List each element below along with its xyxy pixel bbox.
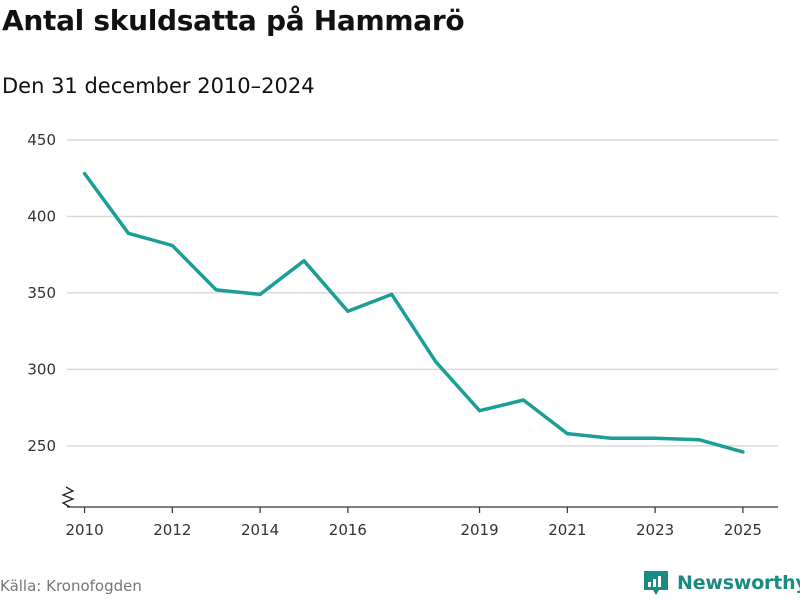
- data-point: [170, 244, 174, 248]
- brand-logo: Newsworthy: [643, 570, 800, 596]
- series-line: [82, 171, 745, 454]
- line-chart: 250 300 350 400 450 2010 2012 2014 2016 2019 2021 2…: [27, 131, 778, 539]
- data-point: [478, 409, 482, 413]
- y-tick-label: 300: [27, 360, 56, 378]
- data-point: [390, 292, 394, 296]
- data-point: [653, 436, 657, 440]
- axis-break-icon: [61, 486, 75, 508]
- data-point: [521, 398, 525, 402]
- x-tick-label: 2025: [724, 521, 762, 539]
- data-point: [741, 450, 745, 454]
- x-tick-label: 2012: [153, 521, 191, 539]
- y-tick-label: 450: [27, 131, 56, 149]
- data-point: [83, 172, 87, 176]
- x-tick-label: 2023: [636, 521, 674, 539]
- y-tick-label: 250: [27, 437, 56, 455]
- data-point: [258, 292, 262, 296]
- data-point: [302, 259, 306, 263]
- data-point: [565, 432, 569, 436]
- x-tick-label: 2014: [241, 521, 279, 539]
- x-tick-label: 2019: [460, 521, 498, 539]
- brand-name: Newsworthy: [677, 572, 800, 594]
- y-tick-label: 350: [27, 284, 56, 302]
- data-point: [697, 438, 701, 442]
- data-point: [434, 360, 438, 364]
- data-point: [346, 309, 350, 313]
- chart-subtitle: Den 31 december 2010–2024: [2, 74, 315, 98]
- newsworthy-logo-icon: [644, 571, 668, 595]
- data-point: [214, 288, 218, 292]
- chart-title: Antal skuldsatta på Hammarö: [2, 4, 465, 37]
- data-point: [609, 436, 613, 440]
- data-point: [126, 231, 130, 235]
- y-tick-label: 400: [27, 207, 56, 225]
- source-note: Källa: Kronofogden: [0, 577, 142, 595]
- x-tick-label: 2016: [329, 521, 367, 539]
- x-tick-label: 2010: [65, 521, 103, 539]
- x-tick-label: 2021: [548, 521, 586, 539]
